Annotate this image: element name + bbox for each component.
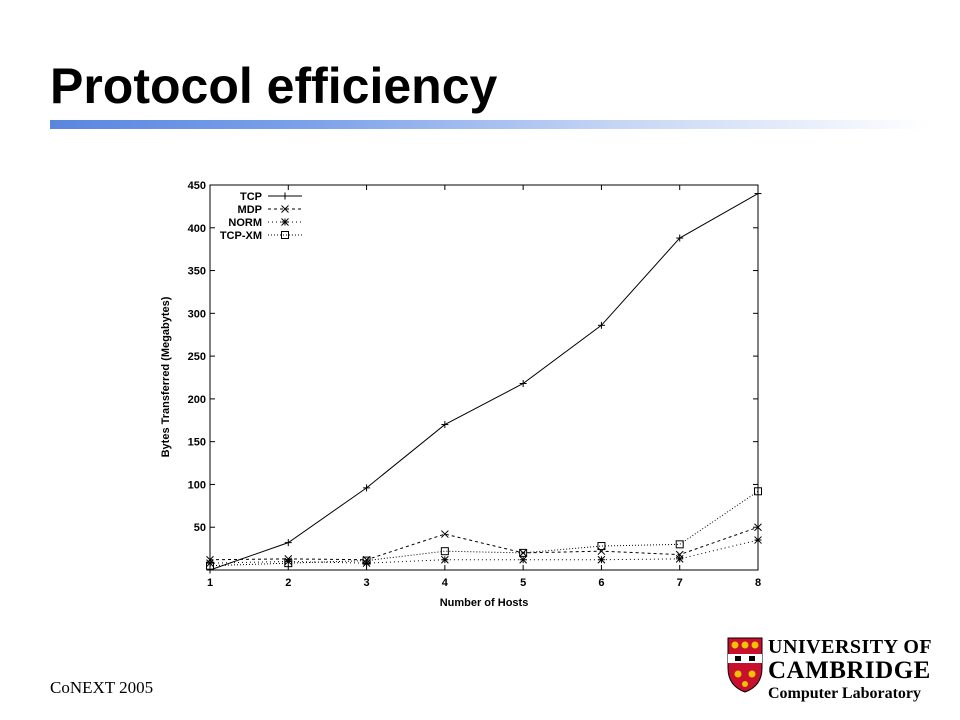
point-tcp-8: [754, 190, 762, 198]
y-tick-label-450: 450: [188, 180, 206, 192]
y-axis: 50 100 150 200 250 300 350 400 450: [188, 180, 758, 534]
y-tick-label-350: 350: [188, 266, 206, 278]
series-line-norm: [209, 539, 759, 564]
series-line-mdp: [209, 526, 759, 561]
point-tcp-6: [597, 321, 605, 329]
point-norm-2: [284, 557, 293, 566]
point-tcp-7: [676, 234, 684, 242]
point-tcp-xm-4: [440, 547, 449, 556]
y-axis-label: Bytes Transferred (Megabytes): [160, 296, 172, 457]
y-tick-label-300: 300: [188, 308, 206, 320]
series-layer: [206, 190, 762, 574]
point-tcp-4: [441, 421, 449, 429]
point-mdp-4: [441, 530, 449, 538]
y-tick-label-200: 200: [188, 394, 206, 406]
point-norm-3: [362, 559, 371, 568]
legend-label-tcp: TCP: [240, 191, 262, 203]
x-axis: 1 2 3 4 5 6 7 8: [207, 185, 761, 589]
point-tcp-xm-5: [519, 548, 528, 557]
logo-line-university-of: UNIVERSITY OF: [768, 636, 933, 658]
point-norm-5: [519, 555, 527, 564]
point-tcp-1: [206, 566, 214, 574]
line-chart: 50 100 150 200 250 300 350 400 450 1 2 3 4 5 6 7 8 TCPM…: [160, 180, 762, 609]
y-tick-label-250: 250: [188, 351, 206, 363]
point-tcp-xm-7: [675, 540, 684, 549]
series-tcp: [206, 190, 762, 574]
point-tcp-xm-1: [206, 561, 214, 570]
x-tick-label-8: 8: [755, 577, 761, 589]
point-tcp-xm-6: [597, 542, 606, 551]
point-mdp-5: [519, 549, 527, 557]
legend-label-mdp: MDP: [238, 204, 262, 216]
x-tick-label-2: 2: [285, 577, 291, 589]
legend-label-norm: NORM: [228, 217, 262, 229]
point-norm-7: [675, 555, 684, 563]
x-axis-label: Number of Hosts: [440, 597, 529, 609]
y-tick-label-50: 50: [194, 522, 206, 534]
x-tick-label-5: 5: [520, 577, 526, 589]
x-tick-label-7: 7: [677, 577, 683, 589]
point-tcp-3: [363, 484, 371, 492]
series-line-tcp-xm: [209, 490, 759, 567]
y-tick-label-400: 400: [188, 223, 206, 235]
university-wordmark: UNIVERSITY OF CAMBRIDGE Computer Laborat…: [768, 636, 932, 704]
series-line-tcp: [209, 193, 759, 571]
x-tick-label-4: 4: [442, 577, 449, 589]
logo-line-cambridge: CAMBRIDGE: [768, 657, 931, 684]
point-tcp-2: [284, 539, 292, 547]
point-tcp-xm-2: [284, 559, 293, 568]
point-norm-4: [441, 555, 449, 564]
plot-frame: [209, 184, 759, 571]
y-tick-label-150: 150: [188, 437, 206, 449]
point-mdp-8: [754, 523, 762, 532]
point-norm-8: [754, 536, 762, 544]
slide-title: Protocol efficiency: [50, 58, 498, 114]
footer-conference: CoNEXT 2005: [50, 678, 154, 697]
series-tcp-xm: [206, 487, 762, 570]
point-norm-6: [597, 555, 606, 564]
point-tcp-xm-8: [754, 487, 762, 496]
point-mdp-6: [597, 547, 606, 556]
logo-line-computer-laboratory: Computer Laboratory: [768, 685, 922, 702]
shield-icon: [727, 637, 763, 693]
x-tick-label-3: 3: [364, 577, 370, 589]
legend-marker-tcp: [281, 192, 289, 200]
legend-label-tcp-xm: TCP-XM: [220, 230, 262, 242]
x-tick-label-6: 6: [598, 577, 604, 589]
x-tick-label-1: 1: [207, 577, 213, 589]
legend-marker-tcp-xm: [281, 231, 289, 239]
point-tcp-5: [519, 379, 527, 387]
title-underline: [50, 120, 930, 129]
cambridge-logo: [727, 637, 763, 693]
legend-marker-norm: [281, 218, 289, 226]
y-tick-label-100: 100: [188, 479, 206, 491]
legend-marker-mdp: [281, 205, 289, 213]
point-tcp-xm-3: [362, 556, 371, 565]
